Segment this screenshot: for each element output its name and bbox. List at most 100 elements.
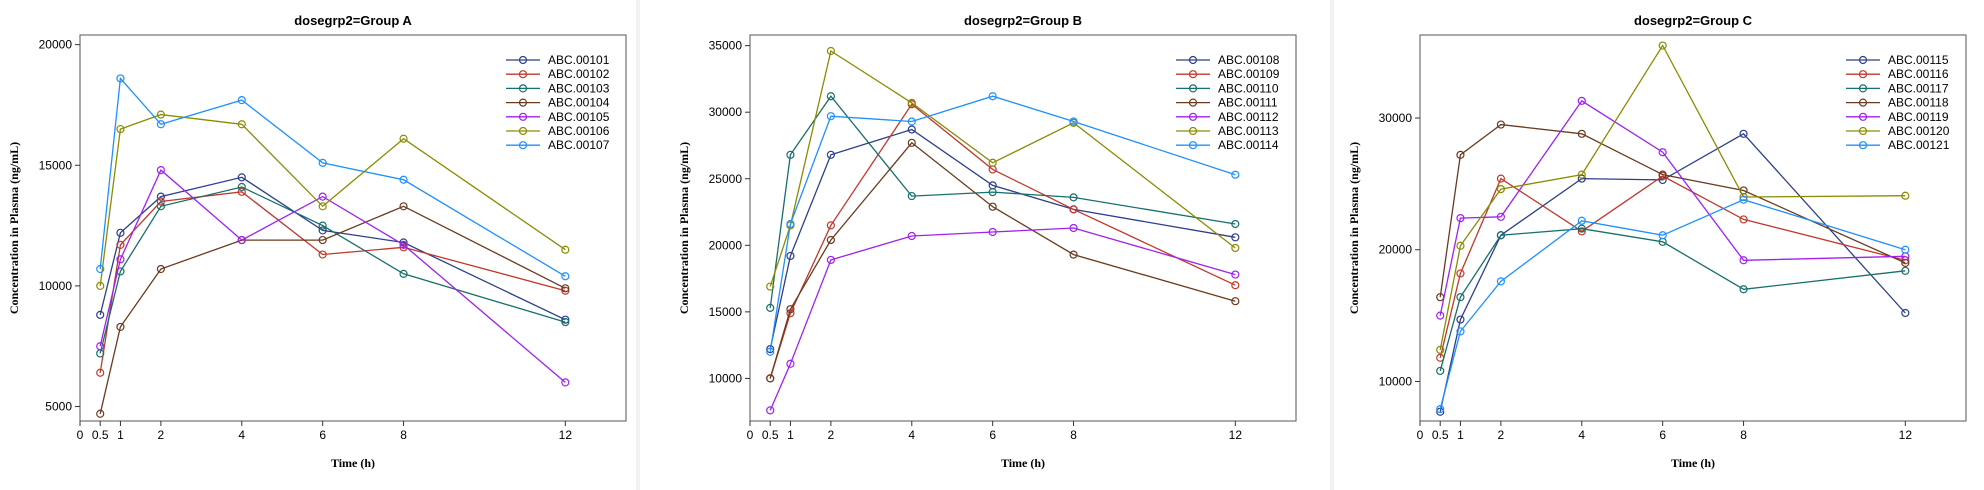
data-point <box>96 281 105 290</box>
plot-area <box>1419 34 1967 422</box>
y-tick-label: 10000 <box>1379 374 1413 388</box>
data-point <box>988 202 997 211</box>
y-tick-label: 15000 <box>709 305 743 319</box>
series-ABC.00111 <box>766 138 1240 383</box>
legend-label: ABC.00116 <box>1888 67 1949 81</box>
data-point <box>1577 96 1586 105</box>
legend: ABC.00101ABC.00102ABC.00103ABC.00104ABC.… <box>506 53 610 152</box>
data-point <box>399 269 408 278</box>
legend-label: ABC.00112 <box>1218 110 1279 124</box>
data-point <box>1739 192 1748 202</box>
data-point <box>1577 227 1586 236</box>
data-point <box>156 202 165 211</box>
chart-panel-2: dosegrp2=Group B 10000 15000 20000 25000 3000… <box>640 0 1330 490</box>
data-point <box>1496 231 1505 240</box>
data-point <box>907 117 916 126</box>
legend-label: ABC.00107 <box>548 138 610 152</box>
legend-swatch-marker <box>1188 55 1198 65</box>
x-tick-label: 12 <box>1229 428 1243 442</box>
data-point <box>561 317 570 327</box>
x-tick-label: 12 <box>1899 428 1913 442</box>
data-point <box>561 245 570 254</box>
data-point <box>1436 311 1445 320</box>
legend-swatch-marker <box>518 141 528 150</box>
data-point <box>786 251 795 261</box>
data-point <box>1901 191 1910 200</box>
chart-title: dosegrp2=Group B <box>964 13 1082 28</box>
data-point <box>1069 117 1078 126</box>
x-tick-label: 1 <box>1457 428 1464 442</box>
series-ABC.00112 <box>766 223 1240 415</box>
data-point <box>786 219 795 229</box>
x-tick-label: 0.5 <box>762 428 779 442</box>
data-point <box>1456 214 1465 223</box>
legend-label: ABC.00110 <box>1218 81 1279 95</box>
data-point <box>766 282 775 291</box>
x-tick-label: 2 <box>828 428 835 442</box>
data-point <box>1901 256 1910 265</box>
legend-swatch-marker <box>518 84 528 93</box>
x-tick-label: 2 <box>158 428 165 442</box>
data-point <box>116 74 125 83</box>
data-point <box>237 120 246 129</box>
x-tick-label: 6 <box>319 428 326 442</box>
data-point <box>318 221 327 230</box>
y-tick-label: 10000 <box>709 371 743 385</box>
legend-swatch-marker <box>518 112 528 121</box>
legend-swatch-marker <box>1188 70 1198 79</box>
x-tick-label: 8 <box>1740 428 1747 442</box>
legend-swatch-marker <box>1188 84 1198 93</box>
legend-swatch-marker <box>518 98 528 107</box>
data-point <box>116 240 125 249</box>
data-point <box>1577 224 1586 233</box>
data-point <box>318 192 327 201</box>
legend-swatch-marker <box>1858 84 1868 93</box>
series-line <box>1439 228 1906 372</box>
data-point <box>766 345 775 354</box>
data-point <box>1739 129 1748 138</box>
data-point <box>399 175 408 184</box>
legend-label: ABC.00119 <box>1888 110 1949 124</box>
data-point <box>96 409 105 418</box>
data-point <box>766 303 775 312</box>
series-line <box>769 141 1236 379</box>
series-line <box>1439 199 1906 410</box>
y-axis-title: Concentration in Plasma (ng/mL) <box>1347 142 1361 314</box>
data-point <box>988 92 997 101</box>
data-point <box>96 264 105 274</box>
x-tick-label: 12 <box>559 428 573 442</box>
data-point <box>561 272 570 281</box>
data-point <box>156 192 165 201</box>
data-point <box>318 158 327 167</box>
data-point <box>1231 270 1240 279</box>
data-point <box>96 310 105 319</box>
legend-swatch-marker <box>518 55 528 65</box>
data-point <box>156 120 165 129</box>
series-line <box>99 176 566 321</box>
legend-label: ABC.00101 <box>548 53 610 67</box>
y-tick-label: 20000 <box>709 238 743 252</box>
data-point <box>1069 205 1078 214</box>
data-point <box>1496 185 1505 194</box>
legend-swatch-marker <box>518 70 528 79</box>
data-point <box>116 255 125 264</box>
data-point <box>907 191 916 201</box>
data-point <box>156 166 165 175</box>
data-point <box>1456 241 1465 250</box>
data-point <box>237 173 246 182</box>
data-point <box>561 284 570 293</box>
data-point <box>116 228 125 237</box>
data-point <box>237 182 246 192</box>
data-point <box>318 202 327 211</box>
x-tick-label: 8 <box>1070 428 1077 442</box>
x-tick-label: 4 <box>1578 428 1585 442</box>
data-point <box>907 138 916 147</box>
legend-swatch-marker <box>1858 141 1868 150</box>
data-point <box>237 235 246 245</box>
legend-label: ABC.00120 <box>1888 124 1950 138</box>
data-point <box>1231 281 1240 290</box>
data-point <box>988 158 997 167</box>
x-tick-label: 0.5 <box>92 428 109 442</box>
chart-title: dosegrp2=Group C <box>1634 13 1753 28</box>
